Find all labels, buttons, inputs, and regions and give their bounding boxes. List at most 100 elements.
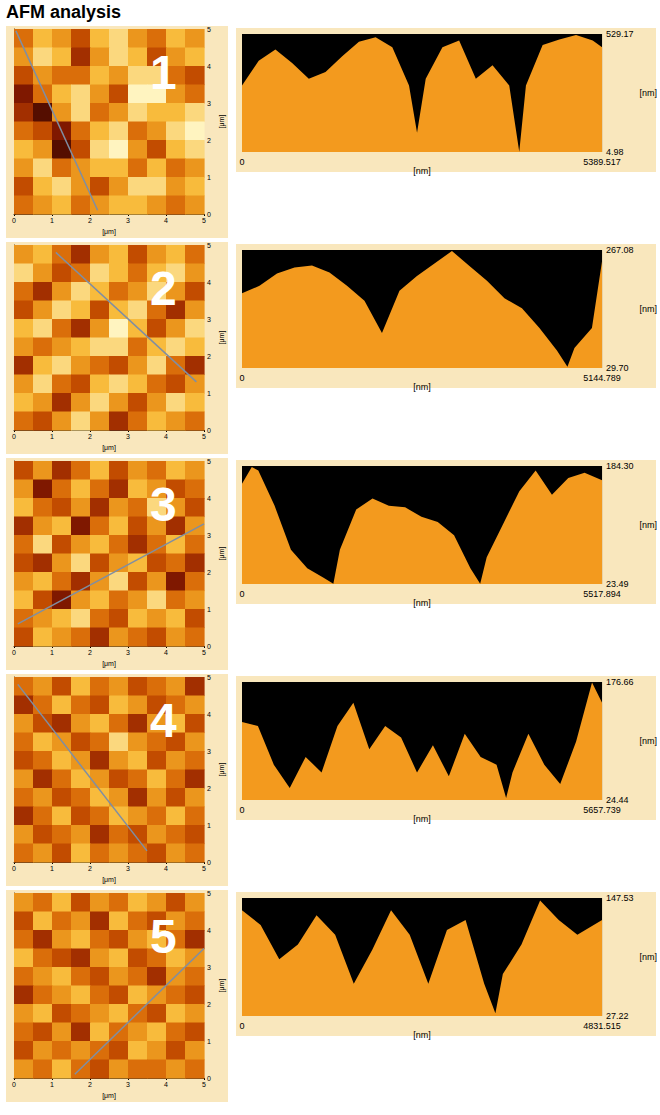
svg-text:147.53: 147.53: [606, 893, 634, 903]
svg-text:2: 2: [207, 569, 211, 576]
svg-text:0: 0: [12, 433, 16, 440]
svg-text:5: 5: [207, 674, 211, 681]
svg-text:4: 4: [164, 649, 168, 656]
svg-text:1: 1: [50, 433, 54, 440]
svg-text:4: 4: [164, 217, 168, 224]
svg-text:267.08: 267.08: [606, 245, 634, 255]
svg-text:5: 5: [207, 458, 211, 465]
svg-text:4: 4: [207, 63, 211, 70]
svg-text:5: 5: [207, 890, 211, 897]
svg-text:3: 3: [207, 748, 211, 755]
svg-text:0: 0: [207, 1075, 211, 1082]
svg-text:5: 5: [202, 1081, 206, 1088]
svg-text:[μm]: [μm]: [102, 876, 116, 884]
svg-text:[nm]: [nm]: [639, 736, 657, 746]
svg-text:[μm]: [μm]: [218, 763, 226, 777]
svg-text:[μm]: [μm]: [102, 660, 116, 668]
svg-text:0: 0: [207, 643, 211, 650]
svg-text:3: 3: [207, 316, 211, 323]
svg-text:4.98: 4.98: [606, 147, 624, 157]
svg-text:1: 1: [207, 822, 211, 829]
svg-text:[nm]: [nm]: [639, 304, 657, 314]
svg-text:3: 3: [207, 532, 211, 539]
svg-text:5144.789: 5144.789: [583, 373, 621, 383]
svg-text:4: 4: [207, 711, 211, 718]
svg-text:5: 5: [150, 910, 177, 963]
svg-text:3: 3: [126, 649, 130, 656]
svg-text:[nm]: [nm]: [413, 1030, 431, 1040]
svg-text:0: 0: [239, 157, 244, 167]
svg-text:3: 3: [150, 478, 177, 531]
svg-text:3: 3: [126, 217, 130, 224]
svg-text:24.44: 24.44: [606, 795, 629, 805]
svg-text:4: 4: [207, 927, 211, 934]
svg-text:1: 1: [150, 46, 177, 99]
svg-text:[nm]: [nm]: [413, 382, 431, 392]
svg-text:4: 4: [164, 865, 168, 872]
svg-text:0: 0: [207, 427, 211, 434]
svg-text:2: 2: [88, 1081, 92, 1088]
svg-text:5: 5: [207, 26, 211, 33]
svg-text:4: 4: [150, 694, 177, 747]
svg-text:[nm]: [nm]: [413, 598, 431, 608]
svg-text:529.17: 529.17: [606, 29, 634, 39]
svg-text:0: 0: [12, 649, 16, 656]
svg-text:4: 4: [207, 495, 211, 502]
svg-text:[μm]: [μm]: [218, 547, 226, 561]
svg-text:2: 2: [207, 353, 211, 360]
svg-text:1: 1: [50, 649, 54, 656]
svg-text:29.70: 29.70: [606, 363, 629, 373]
svg-text:3: 3: [126, 1081, 130, 1088]
svg-text:0: 0: [239, 373, 244, 383]
svg-text:[nm]: [nm]: [639, 88, 657, 98]
svg-text:[nm]: [nm]: [413, 814, 431, 824]
svg-text:5: 5: [202, 433, 206, 440]
svg-text:1: 1: [207, 390, 211, 397]
svg-text:[nm]: [nm]: [639, 520, 657, 530]
svg-text:1: 1: [207, 606, 211, 613]
svg-text:[μm]: [μm]: [102, 228, 116, 236]
svg-text:[μm]: [μm]: [218, 115, 226, 129]
svg-text:1: 1: [207, 1038, 211, 1045]
svg-text:5: 5: [202, 217, 206, 224]
svg-text:27.22: 27.22: [606, 1011, 629, 1021]
svg-text:4: 4: [164, 1081, 168, 1088]
svg-text:3: 3: [126, 865, 130, 872]
svg-text:[μm]: [μm]: [218, 331, 226, 345]
svg-text:5: 5: [202, 865, 206, 872]
svg-text:2: 2: [207, 137, 211, 144]
svg-text:0: 0: [239, 805, 244, 815]
svg-text:2: 2: [207, 1001, 211, 1008]
svg-text:[nm]: [nm]: [639, 952, 657, 962]
svg-text:184.30: 184.30: [606, 461, 634, 471]
svg-text:1: 1: [50, 217, 54, 224]
svg-text:5657.739: 5657.739: [583, 805, 621, 815]
svg-text:0: 0: [12, 1081, 16, 1088]
svg-text:0: 0: [239, 1021, 244, 1031]
svg-text:4: 4: [164, 433, 168, 440]
svg-text:AFM analysis: AFM analysis: [6, 2, 121, 22]
svg-text:3: 3: [207, 964, 211, 971]
svg-text:2: 2: [88, 865, 92, 872]
svg-text:3: 3: [126, 433, 130, 440]
svg-text:4: 4: [207, 279, 211, 286]
svg-text:1: 1: [50, 1081, 54, 1088]
svg-text:5: 5: [207, 242, 211, 249]
svg-text:[μm]: [μm]: [102, 1092, 116, 1100]
svg-text:0: 0: [239, 589, 244, 599]
svg-text:0: 0: [12, 865, 16, 872]
svg-text:5: 5: [202, 649, 206, 656]
svg-text:2: 2: [88, 433, 92, 440]
svg-text:176.66: 176.66: [606, 677, 634, 687]
svg-text:2: 2: [88, 217, 92, 224]
svg-text:1: 1: [50, 865, 54, 872]
svg-text:2: 2: [88, 649, 92, 656]
svg-text:[μm]: [μm]: [218, 979, 226, 993]
svg-text:4831.515: 4831.515: [583, 1021, 621, 1031]
svg-text:2: 2: [207, 785, 211, 792]
svg-text:[nm]: [nm]: [413, 166, 431, 176]
svg-text:0: 0: [207, 211, 211, 218]
svg-text:2: 2: [150, 262, 177, 315]
svg-text:5389.517: 5389.517: [583, 157, 621, 167]
svg-text:0: 0: [12, 217, 16, 224]
